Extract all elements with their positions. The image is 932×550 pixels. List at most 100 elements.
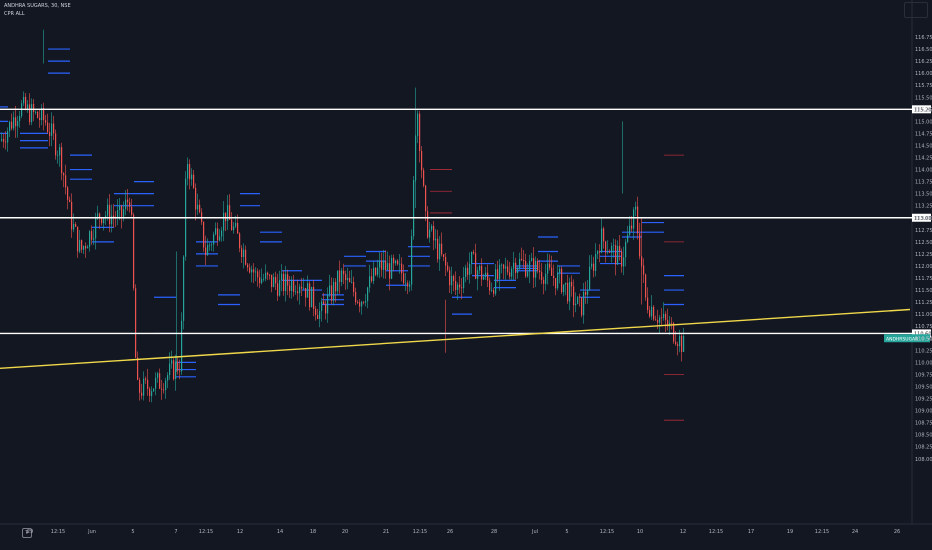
- candle-body: [255, 271, 257, 273]
- candle-body: [215, 228, 217, 235]
- candle-body: [599, 251, 601, 253]
- candle-body: [453, 276, 455, 281]
- candle-body: [153, 388, 155, 392]
- candle-body: [161, 388, 163, 390]
- candle-body: [111, 215, 113, 225]
- candle-body: [553, 275, 555, 279]
- candle-body: [351, 281, 353, 283]
- candle-body: [589, 266, 591, 290]
- candle-body: [649, 309, 651, 317]
- x-tick-label: 26: [894, 529, 900, 535]
- candle-body: [119, 205, 121, 211]
- candle-body: [425, 185, 427, 212]
- y-tick-label: 108.75: [915, 421, 932, 427]
- candle-body: [145, 378, 147, 380]
- candle-body: [127, 199, 129, 203]
- candle-body: [189, 164, 191, 180]
- candle-body: [545, 273, 547, 284]
- candle-body: [79, 240, 81, 252]
- candle-body: [179, 370, 181, 372]
- candle-body: [383, 260, 385, 270]
- candle-body: [597, 251, 599, 254]
- candle-body: [675, 341, 677, 345]
- candle-body: [219, 236, 221, 241]
- candle-body: [289, 285, 291, 292]
- x-tick-label: 14: [277, 529, 283, 535]
- candle-body: [93, 238, 95, 240]
- candle-body: [373, 267, 375, 282]
- y-tick-label: 111.75: [915, 276, 932, 282]
- candle-body: [575, 303, 577, 306]
- candle-body: [395, 260, 397, 264]
- candle-body: [17, 121, 19, 127]
- candle-body: [413, 180, 415, 237]
- candle-body: [661, 317, 663, 319]
- candle-body: [225, 212, 227, 221]
- candle-body: [211, 244, 213, 246]
- candle-body: [581, 297, 583, 316]
- candle-body: [611, 245, 613, 253]
- candle-body: [635, 206, 637, 210]
- candle-body: [399, 263, 401, 265]
- candle-body: [577, 296, 579, 304]
- chart-settings-button[interactable]: [904, 2, 928, 18]
- candle-body: [407, 282, 409, 287]
- candle-body: [11, 121, 13, 129]
- candle-body: [71, 201, 73, 230]
- x-tick-label: 12:15: [815, 529, 829, 535]
- candle-body: [59, 147, 61, 156]
- x-tick-label: 5: [131, 529, 134, 535]
- candle-body: [441, 243, 443, 255]
- candle-body: [439, 243, 441, 260]
- candle-body: [117, 210, 119, 219]
- candle-body: [105, 215, 107, 219]
- y-tick-label: 115.00: [915, 119, 932, 125]
- candle-body: [429, 229, 431, 238]
- candle-body: [573, 286, 575, 306]
- x-tick-label: 5: [565, 529, 568, 535]
- candle-body: [419, 113, 421, 151]
- y-tick-label: 116.50: [915, 47, 932, 53]
- y-tick-label: 108.50: [915, 433, 932, 439]
- candle-body: [531, 258, 533, 261]
- candle-body: [53, 123, 55, 134]
- candle-body: [301, 286, 303, 289]
- candle-body: [665, 313, 667, 321]
- candle-body: [483, 277, 485, 280]
- candle-body: [227, 205, 229, 221]
- y-tick-label: 110.75: [915, 324, 932, 330]
- candle-body: [673, 323, 675, 342]
- level-price-tag: [912, 329, 931, 338]
- candle-body: [173, 360, 175, 380]
- candle-body: [607, 251, 609, 253]
- indicator-label[interactable]: CPR ALL: [4, 11, 25, 17]
- candle-body: [239, 233, 241, 249]
- candle-body: [557, 272, 559, 289]
- candle-body: [369, 276, 371, 288]
- x-tick-label: 28: [491, 529, 497, 535]
- candle-body: [431, 225, 433, 230]
- candle-body: [229, 205, 231, 220]
- candle-body: [9, 121, 11, 131]
- candle-body: [527, 271, 529, 277]
- candle-body: [521, 258, 523, 260]
- candle-body: [363, 301, 365, 303]
- candle-body: [555, 278, 557, 289]
- candle-body: [15, 117, 17, 127]
- x-tick-label: 26: [447, 529, 453, 535]
- candle-body: [121, 205, 123, 217]
- candle-body: [375, 267, 377, 275]
- candle-body: [449, 270, 451, 286]
- candle-body: [167, 375, 169, 381]
- candle-body: [353, 281, 355, 292]
- candle-body: [539, 270, 541, 273]
- candle-body: [143, 378, 145, 396]
- candle-body: [149, 388, 151, 397]
- y-tick-label: 109.75: [915, 372, 932, 378]
- candle-body: [475, 253, 477, 279]
- x-tick-label: 29: [27, 529, 33, 535]
- x-tick-label: 7: [174, 529, 177, 535]
- candle-body: [241, 248, 243, 258]
- x-tick-label: 17: [748, 529, 754, 535]
